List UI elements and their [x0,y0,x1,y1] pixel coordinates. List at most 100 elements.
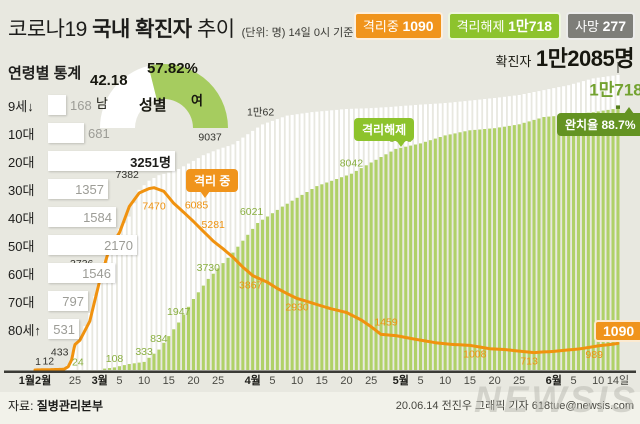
bar [483,99,487,370]
bar [414,144,418,370]
callout-final-isolation: 1090 [594,320,640,342]
badge-value: 1090 [402,18,434,34]
age-row: 9세↓ 168 [8,91,193,119]
callout-value: 1090 [603,323,635,339]
bar [512,95,516,370]
total-confirmed: 확진자 1만2085명 [495,41,634,73]
bar [295,197,299,370]
age-row-bar: 3251명 [48,151,175,171]
bar [399,147,403,370]
age-row-value: 681 [88,125,110,141]
bar [310,189,314,370]
data-label: 12 [42,356,54,368]
badge-label: 사망 [575,19,600,34]
age-row-value: 168 [70,97,92,113]
bar [73,346,77,370]
bar [344,175,348,370]
age-row-label: 9세↓ [8,98,34,114]
bar [389,106,393,371]
bar [517,124,521,370]
bar [458,101,462,370]
bar [251,228,255,370]
bar [463,131,467,370]
age-row-bar: 1546 [48,263,115,283]
axis-tick: 1월2월 [19,373,51,387]
credit-note: 20.06.14 전진우 그래픽 기자 618tue@newsis.com [395,400,634,412]
data-label: 2930 [285,302,309,314]
badge-label: 격리중 [362,19,399,34]
age-row-label: 50대 [8,238,35,254]
bar [285,203,289,370]
data-label: 1008 [463,348,487,360]
bar [433,138,437,370]
bar [344,109,348,370]
status-badges: 격리중 1090 격리해제 1만718 사망 277 [353,12,635,40]
bar [438,137,442,370]
axis-tick: 10 [138,375,150,387]
bar [112,367,116,370]
bar [251,130,255,370]
data-label: 3730 [197,262,221,274]
axis-tick: 25 [365,375,377,387]
bar [340,177,344,370]
bar [261,124,265,371]
data-label: 1459 [374,316,398,328]
bar [231,252,235,370]
data-label: 5281 [202,219,226,231]
bar [493,98,497,370]
bar [463,101,467,370]
bar [507,125,511,371]
source-label: 자료: [8,399,34,413]
age-row-value: 3251명 [130,154,171,170]
data-label: 1만718 [589,80,640,99]
bar [132,363,136,370]
bar [453,102,457,370]
bar [354,108,358,370]
bar [280,206,284,370]
axis-tick: 20 [340,375,352,387]
bar [221,263,225,370]
data-label: 108 [106,353,124,365]
bar [364,108,368,371]
bar [473,100,477,370]
bar [270,120,274,371]
age-row-bar: 2170 [48,235,137,255]
bar [325,110,329,371]
title-suffix: 추이 [196,18,235,41]
bar [576,113,580,371]
bar [379,107,383,370]
callout-pointer [396,140,406,147]
badge-released: 격리해제 1만718 [447,12,562,40]
bar [335,109,339,371]
age-row-bar: 797 [48,291,88,311]
bar [66,367,70,370]
bar [206,278,210,370]
bar [256,223,260,370]
bar [310,112,314,370]
bar [374,107,378,371]
bar [226,257,230,370]
bar [532,92,536,370]
age-row-bar [48,95,66,115]
bar [404,146,408,370]
bar [157,349,161,370]
callout-recovery-rate: 완치율 88.7% [557,107,640,136]
age-row-label: 70대 [8,294,35,310]
callout-value: 88.7% [601,118,636,132]
data-label: 989 [585,349,603,361]
bar [409,145,413,370]
bar [241,240,245,370]
bar [315,186,319,370]
bar [320,111,324,370]
age-row: 50대 2170 [8,231,193,259]
total-label: 확진자 [495,54,532,69]
bar [108,368,112,370]
callout-text: 격리 중 [194,174,231,188]
bar [532,119,536,371]
bar [478,99,482,370]
bar [275,209,279,370]
callout-released: 격리해제 [354,118,415,147]
axis-tick: 3월 [92,373,108,387]
bar [522,122,526,370]
bar [453,133,457,370]
